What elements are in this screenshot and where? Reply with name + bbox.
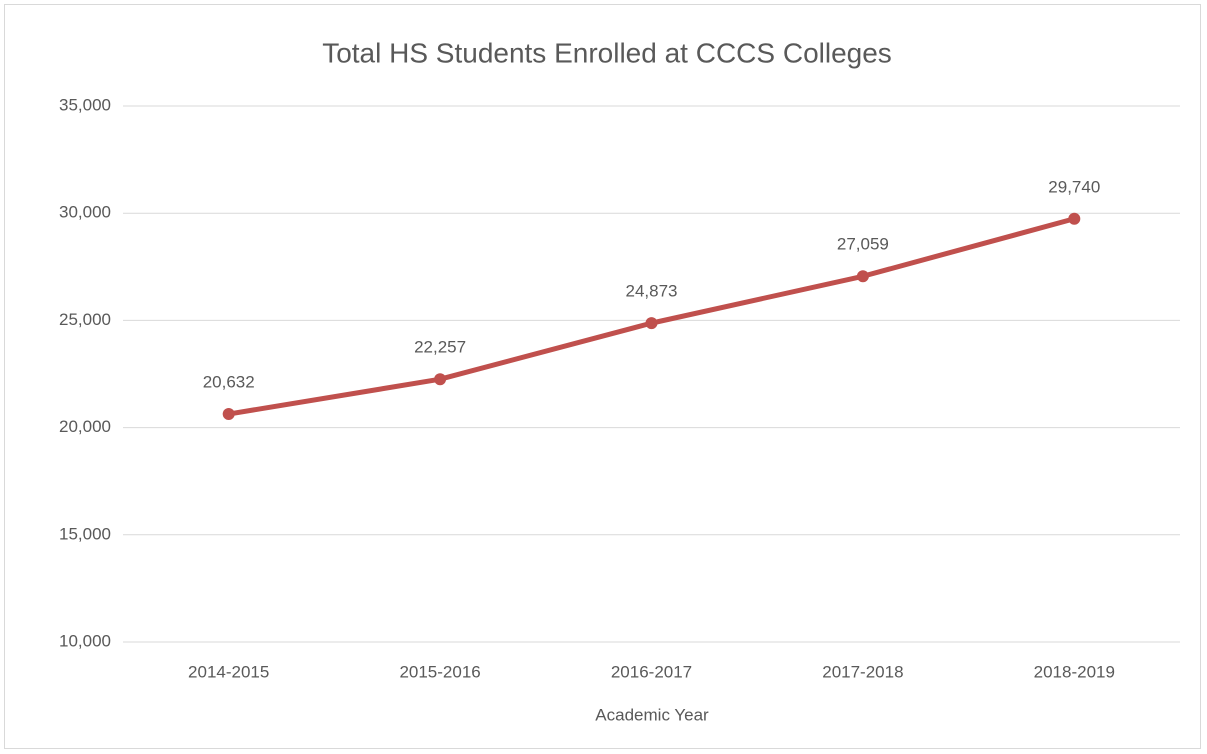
- y-tick-label: 35,000: [59, 95, 111, 114]
- x-tick-label: 2018-2019: [1034, 662, 1115, 681]
- data-label: 27,059: [837, 235, 889, 254]
- marker: [856, 270, 869, 283]
- x-axis-label: Academic Year: [595, 705, 709, 724]
- y-tick-label: 10,000: [59, 631, 111, 650]
- chart-border: [4, 4, 1201, 749]
- y-tick-label: 25,000: [59, 310, 111, 329]
- x-tick-label: 2017-2018: [822, 662, 903, 681]
- marker: [1068, 212, 1081, 225]
- data-label: 20,632: [203, 373, 255, 392]
- x-tick-label: 2016-2017: [611, 662, 692, 681]
- x-tick-label: 2014-2015: [188, 662, 269, 681]
- x-tick-label: 2015-2016: [399, 662, 480, 681]
- y-tick-label: 15,000: [59, 524, 111, 543]
- chart-title: Total HS Students Enrolled at CCCS Colle…: [322, 37, 892, 68]
- data-label: 29,740: [1048, 177, 1100, 196]
- marker: [645, 317, 658, 330]
- data-label: 24,873: [626, 282, 678, 301]
- marker: [434, 373, 447, 386]
- marker: [222, 408, 235, 421]
- y-tick-label: 20,000: [59, 417, 111, 436]
- data-label: 22,257: [414, 338, 466, 357]
- y-tick-label: 30,000: [59, 203, 111, 222]
